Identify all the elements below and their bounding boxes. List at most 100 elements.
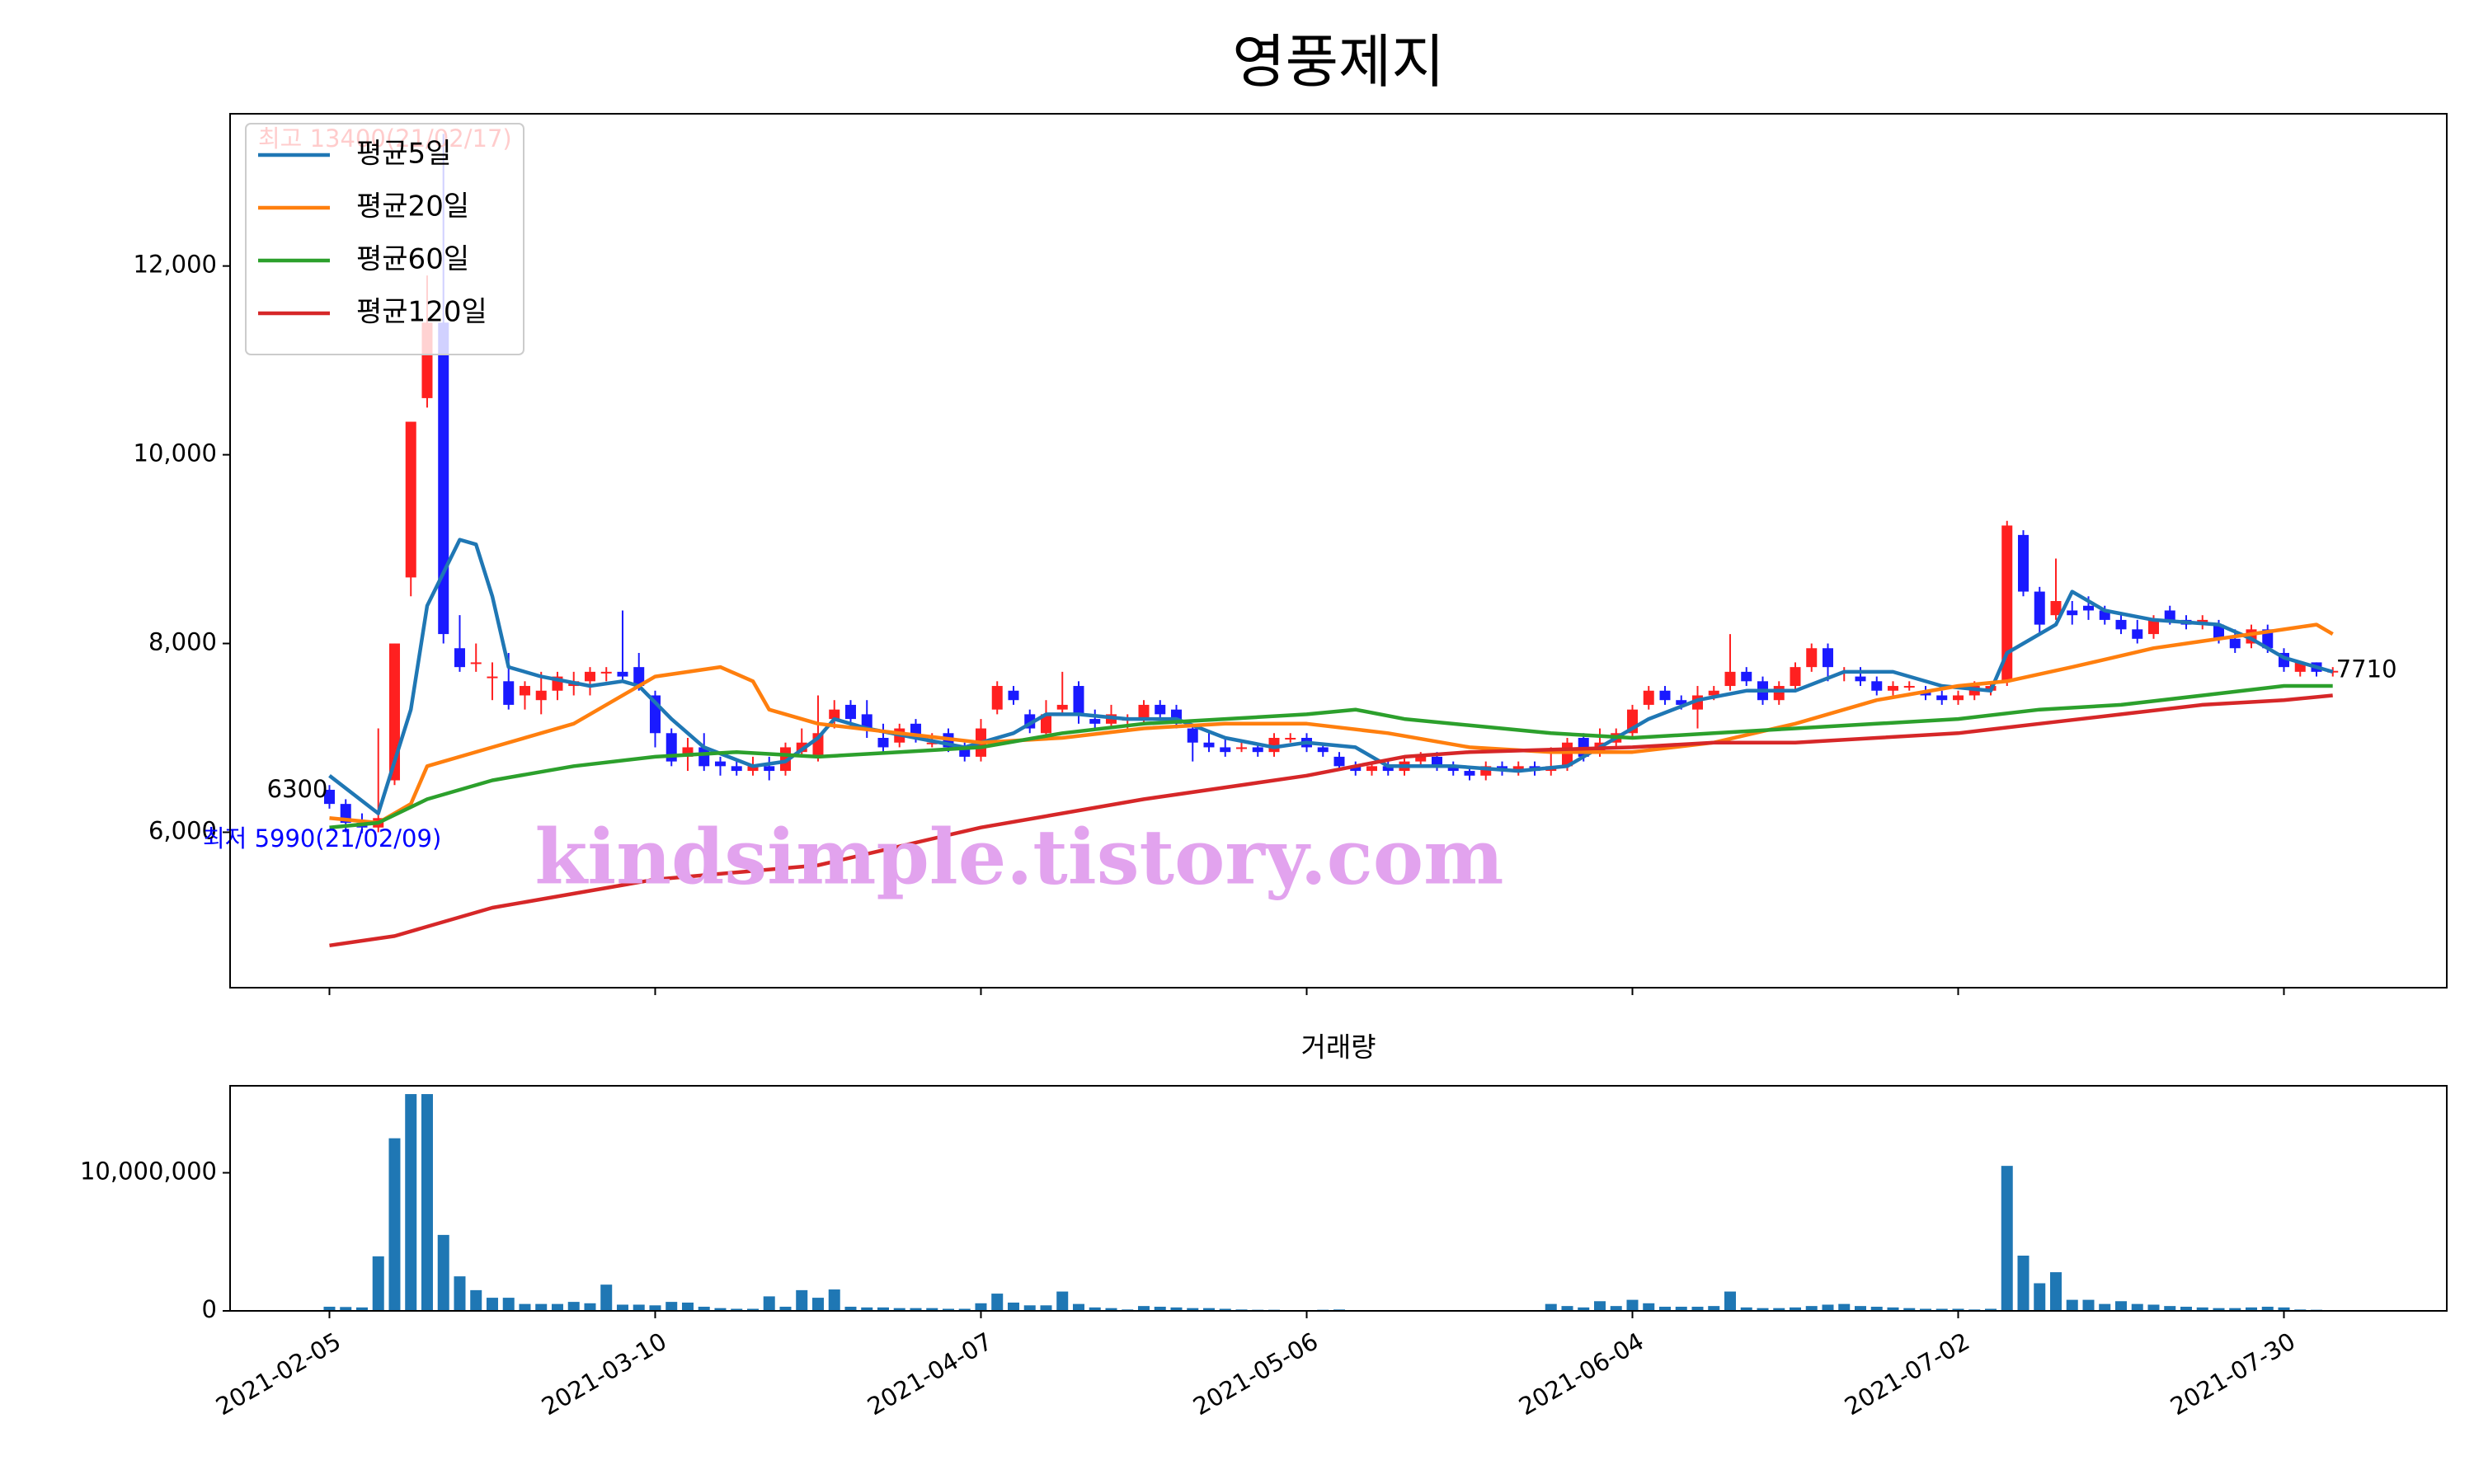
candle-body (535, 690, 547, 701)
candle-body (1138, 704, 1150, 720)
volume-bar (323, 1306, 336, 1311)
low-annotation: 최저 5990(21/02/09) (203, 824, 441, 852)
volume-bar (2034, 1283, 2046, 1311)
volume-bar (1658, 1306, 1671, 1311)
volume-bar (421, 1094, 433, 1311)
candle-body (1040, 714, 1051, 734)
volume-bar (454, 1276, 466, 1311)
volume-bar (1887, 1307, 1899, 1311)
watermark: kindsimple.tistory.com (534, 813, 1503, 902)
volume-bar (2001, 1166, 2013, 1311)
candle-body (1317, 747, 1329, 753)
candle-body (731, 766, 742, 772)
volume-bar (502, 1298, 515, 1311)
volume-bar (942, 1308, 954, 1311)
candle-body (1252, 747, 1263, 753)
candle-body (2262, 629, 2274, 649)
candle-body (764, 766, 775, 772)
legend-label: 평균20일 (356, 190, 469, 223)
candle-body (470, 662, 482, 665)
volume-bar (1170, 1307, 1183, 1311)
candle-body (323, 789, 335, 805)
y-tick-label: 12,000 (134, 251, 217, 279)
candle-body (1333, 756, 1345, 767)
candle-body (1285, 737, 1296, 740)
volume-bar (355, 1307, 368, 1311)
volume-bar (2049, 1272, 2062, 1311)
candle-body (2034, 591, 2045, 625)
candle-body (1773, 686, 1785, 701)
volume-bar (437, 1234, 449, 1311)
candle-body (1203, 742, 1215, 748)
volume-bar (1870, 1306, 1883, 1311)
candle-body (454, 648, 465, 668)
candle-body (1659, 690, 1671, 701)
candle-body (1056, 704, 1068, 710)
candle-body (388, 643, 400, 781)
candle-body (829, 709, 840, 720)
candle-body (2294, 662, 2306, 672)
candle-body (1676, 700, 1687, 705)
volume-bar (1675, 1306, 1687, 1311)
volume-bar (2082, 1299, 2095, 1311)
volume-bar (1578, 1307, 1590, 1311)
candle-body (487, 676, 498, 679)
volume-bar (1952, 1308, 1964, 1311)
ma-line (328, 538, 2334, 815)
candle-body (1089, 719, 1101, 724)
candle-body (2132, 629, 2143, 639)
x-tick-label: 2021-05-06 (1188, 1327, 1323, 1421)
candle-body (1855, 676, 1866, 682)
volume-bar (1757, 1308, 1769, 1311)
volume-bar (1838, 1303, 1851, 1311)
candle-body (861, 714, 872, 729)
candle-body (584, 671, 595, 682)
candle-body (2147, 619, 2159, 635)
candle-body (1008, 690, 1019, 701)
volume-bar (1935, 1308, 1948, 1311)
candle-body (1822, 648, 1833, 668)
volume-bar (1691, 1306, 1704, 1311)
volume-bar (1007, 1302, 1019, 1311)
candle-body (959, 747, 971, 757)
volume-bar (731, 1308, 743, 1311)
y-tick-label: 8,000 (148, 628, 217, 656)
candle-body (1415, 756, 1427, 762)
volume-bar (1854, 1306, 1866, 1311)
candle-body (1366, 766, 1377, 772)
volume-bar (405, 1094, 417, 1311)
volume-bar (681, 1302, 694, 1311)
plot-frame (230, 114, 2447, 988)
volume-bar (616, 1304, 628, 1311)
candle-body (1235, 747, 1247, 749)
candle-body (2229, 638, 2241, 649)
volume-bar (2099, 1303, 2111, 1311)
volume-bar (2017, 1256, 2030, 1311)
legend-box (245, 123, 524, 355)
candle-body (877, 737, 889, 748)
volume-bar (1040, 1305, 1052, 1311)
candle-body (796, 742, 807, 753)
x-tick-label: 2021-06-04 (1514, 1327, 1649, 1421)
candle-body (2050, 601, 2062, 616)
volume-bar (1089, 1307, 1101, 1311)
candle-body (1952, 695, 1964, 701)
volume-bar (2180, 1306, 2192, 1311)
volume-bar (926, 1308, 938, 1311)
volume-bar (1740, 1307, 1752, 1311)
ma-line (329, 622, 2334, 825)
volume-bar (1643, 1303, 1655, 1311)
ma-line (329, 683, 2333, 829)
volume-bar (811, 1298, 824, 1311)
volume-bar (2213, 1308, 2225, 1311)
legend-label: 평균60일 (356, 243, 469, 276)
volume-bar (1593, 1301, 1606, 1311)
volume-bar (567, 1302, 580, 1311)
volume-bar (2066, 1299, 2078, 1311)
candle-body (1724, 671, 1736, 687)
volume-bar (796, 1289, 808, 1311)
volume-bar (1789, 1307, 1801, 1311)
legend-label: 평균5일 (356, 138, 451, 171)
